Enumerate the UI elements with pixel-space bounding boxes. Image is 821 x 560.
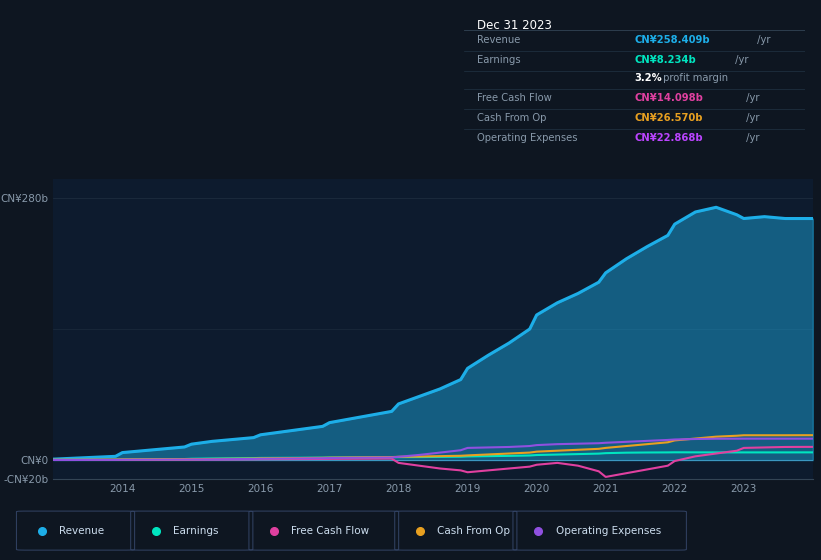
Text: Revenue: Revenue	[478, 35, 521, 45]
Text: CN¥8.234b: CN¥8.234b	[635, 55, 696, 65]
Text: Free Cash Flow: Free Cash Flow	[478, 93, 553, 103]
Text: CN¥26.570b: CN¥26.570b	[635, 113, 703, 123]
Text: Free Cash Flow: Free Cash Flow	[291, 526, 369, 535]
Text: Dec 31 2023: Dec 31 2023	[478, 19, 553, 32]
Text: CN¥258.409b: CN¥258.409b	[635, 35, 710, 45]
Text: Operating Expenses: Operating Expenses	[478, 133, 578, 143]
Text: /yr: /yr	[732, 55, 749, 65]
Text: Cash From Op: Cash From Op	[478, 113, 547, 123]
Text: /yr: /yr	[743, 113, 759, 123]
Text: Earnings: Earnings	[173, 526, 218, 535]
Text: /yr: /yr	[754, 35, 771, 45]
Text: /yr: /yr	[743, 133, 759, 143]
Text: Earnings: Earnings	[478, 55, 521, 65]
Text: CN¥22.868b: CN¥22.868b	[635, 133, 703, 143]
Text: 3.2%: 3.2%	[635, 73, 662, 83]
Text: CN¥14.098b: CN¥14.098b	[635, 93, 703, 103]
Text: Operating Expenses: Operating Expenses	[556, 526, 661, 535]
Text: profit margin: profit margin	[660, 73, 728, 83]
Text: /yr: /yr	[743, 93, 759, 103]
Text: Cash From Op: Cash From Op	[438, 526, 511, 535]
Text: Revenue: Revenue	[59, 526, 104, 535]
